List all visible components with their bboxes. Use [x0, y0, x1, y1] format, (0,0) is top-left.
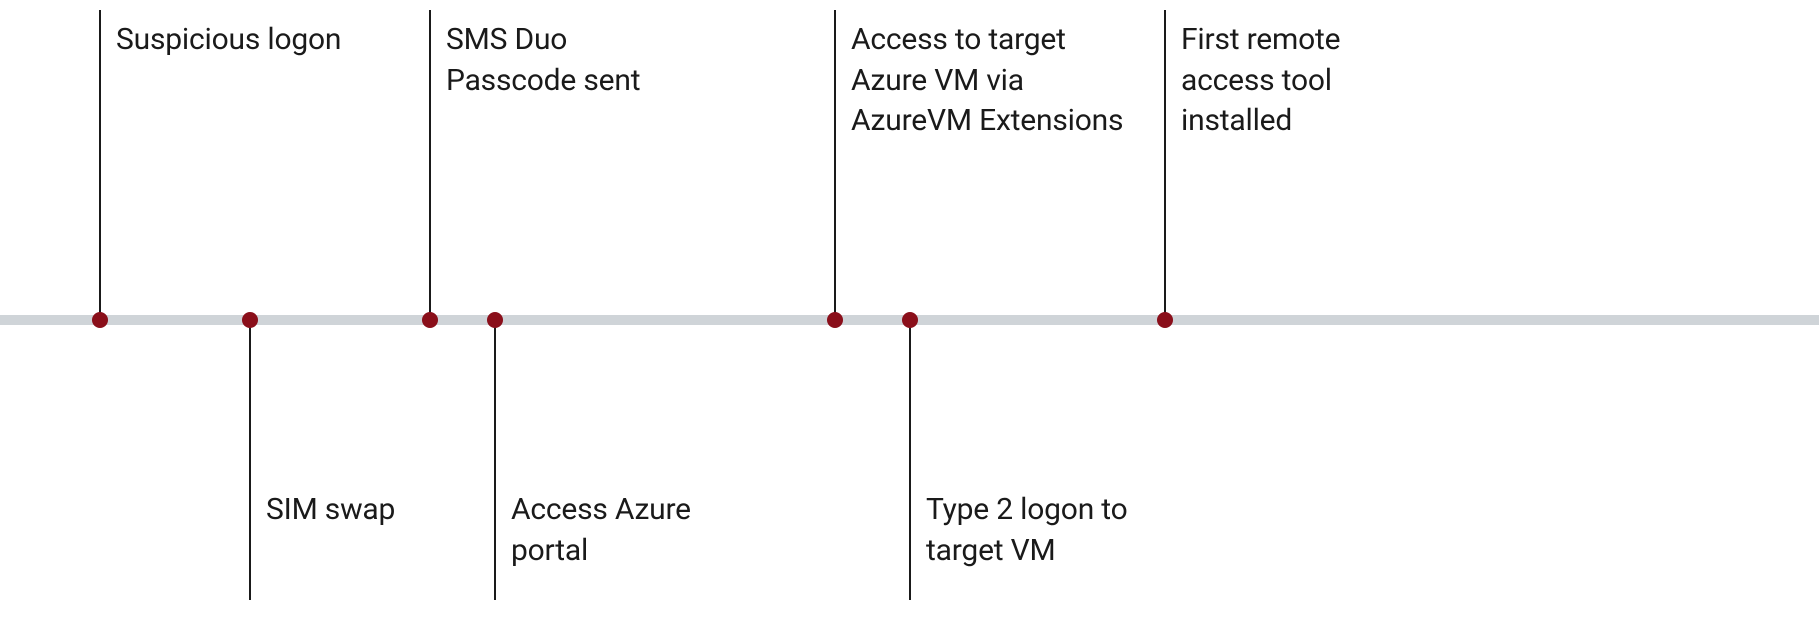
event-connector-first-remote-access-tool — [1164, 10, 1166, 320]
event-label-sim-swap: SIM swap — [266, 490, 395, 531]
timeline-diagram: Suspicious logonSIM swapSMS Duo Passcode… — [0, 0, 1819, 629]
event-label-suspicious-logon: Suspicious logon — [116, 20, 341, 629]
event-label-first-remote-access-tool: First remote access tool installed — [1181, 20, 1340, 629]
event-dot-sim-swap — [242, 312, 258, 328]
event-dot-access-target-azure-vm — [827, 312, 843, 328]
event-label-access-azure-portal: Access Azure portal — [511, 490, 691, 571]
event-dot-first-remote-access-tool — [1157, 312, 1173, 328]
event-label-type2-logon-target-vm: Type 2 logon to target VM — [926, 490, 1128, 571]
event-dot-sms-duo-passcode — [422, 312, 438, 328]
event-connector-type2-logon-target-vm — [909, 320, 911, 600]
event-connector-access-azure-portal — [494, 320, 496, 600]
event-connector-suspicious-logon — [99, 10, 101, 320]
event-dot-type2-logon-target-vm — [902, 312, 918, 328]
event-dot-access-azure-portal — [487, 312, 503, 328]
event-connector-access-target-azure-vm — [834, 10, 836, 320]
event-connector-sms-duo-passcode — [429, 10, 431, 320]
event-connector-sim-swap — [249, 320, 251, 600]
event-dot-suspicious-logon — [92, 312, 108, 328]
